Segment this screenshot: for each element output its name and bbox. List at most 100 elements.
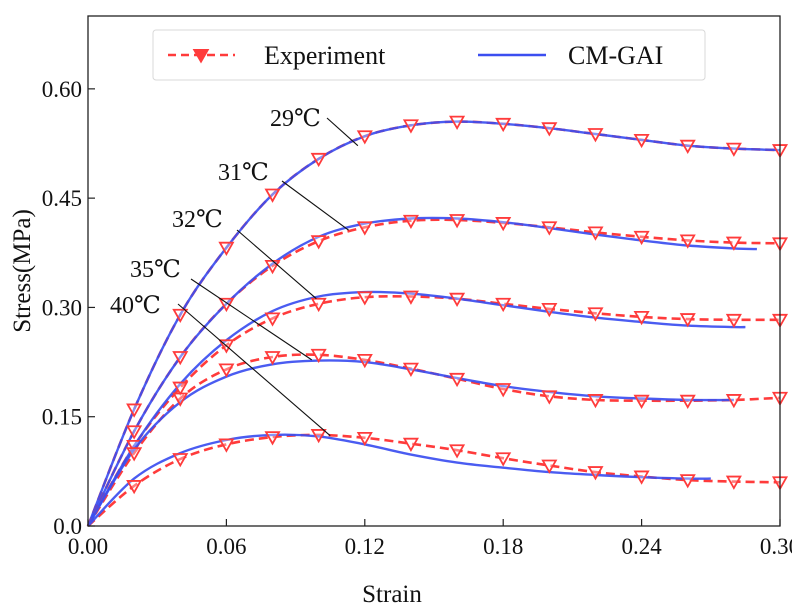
- experiment-point-s3-8: [449, 372, 466, 388]
- experiment-point-s4-8: [449, 444, 466, 459]
- annotation-leader-4: [177, 303, 331, 437]
- plot-lines: [86, 115, 789, 527]
- experiment-point-s1-11: [587, 226, 604, 241]
- x-tick-label-1: 0.06: [206, 534, 246, 559]
- annotation-leader-3: [190, 278, 313, 361]
- experiment-point-s3-2: [172, 392, 189, 407]
- experiment-point-s4-10: [541, 459, 558, 474]
- model-line-series-0: [86, 120, 781, 527]
- model-line-series-4: [87, 433, 711, 527]
- x-tick-labels: 0.00 0.06 0.12 0.18 0.24 0.30: [68, 534, 792, 559]
- experiment-point-s0-12: [633, 133, 650, 149]
- annotation-labels: 29℃ 31℃ 32℃ 35℃ 40℃: [110, 106, 321, 319]
- x-tick-label-2: 0.12: [345, 534, 385, 559]
- legend-experiment-label: Experiment: [264, 41, 386, 70]
- experiment-point-s4-4: [264, 431, 281, 446]
- annotation-label-0: 29℃: [270, 106, 321, 132]
- experiment-point-s3-6: [356, 353, 373, 369]
- experiment-point-s2-10: [541, 302, 558, 318]
- experiment-point-s3-13: [679, 394, 696, 410]
- experiment-point-s3-5: [310, 348, 327, 364]
- experiment-point-s1-14: [725, 236, 742, 251]
- x-tick-label-0: 0.00: [68, 534, 108, 559]
- experiment-point-s2-2: [172, 381, 189, 396]
- experiment-line-series-2: [86, 295, 781, 527]
- annotation-label-1: 31℃: [218, 160, 269, 186]
- experiment-point-s0-2: [172, 308, 189, 324]
- experiment-point-s4-12: [633, 470, 650, 485]
- experiment-point-s4-1: [126, 480, 143, 495]
- experiment-point-s0-7: [402, 119, 419, 134]
- experiment-point-s3-1: [126, 447, 143, 462]
- legend-model-label: CM-GAI: [568, 41, 663, 70]
- experiment-point-s1-8: [449, 214, 466, 229]
- y-tick-label-1: 0.15: [42, 405, 82, 430]
- experiment-point-s2-7: [402, 290, 419, 305]
- x-tick-label-4: 0.24: [621, 534, 662, 559]
- y-tick-label-3: 0.45: [42, 186, 82, 211]
- plot-frame: [87, 15, 781, 527]
- annotation-label-2: 32℃: [172, 207, 223, 233]
- experiment-point-s1-5: [310, 235, 327, 250]
- experiment-line-series-1: [86, 218, 781, 527]
- legend: Experiment CM-GAI: [152, 29, 706, 81]
- experiment-point-s3-10: [541, 390, 558, 405]
- experiment-point-s0-8: [449, 115, 466, 130]
- experiment-point-s3-7: [402, 362, 419, 377]
- experiment-point-s0-10: [541, 122, 558, 137]
- experiment-point-s3-11: [587, 394, 604, 409]
- y-tick-label-4: 0.60: [42, 77, 82, 102]
- experiment-point-s2-11: [587, 307, 604, 322]
- y-tick-label-0: 0.0: [53, 514, 82, 539]
- annotation-label-4: 40℃: [110, 293, 161, 319]
- experiment-point-s3-14: [725, 394, 742, 409]
- y-tick-labels: 0.0 0.15 0.30 0.45 0.60: [42, 77, 82, 539]
- experiment-point-s1-7: [402, 214, 419, 230]
- experiment-point-s0-4: [264, 188, 281, 203]
- experiment-point-s3-9: [495, 383, 512, 398]
- annotation-leader-0: [326, 117, 359, 147]
- experiment-point-s1-12: [633, 230, 650, 246]
- experiment-point-s2-8: [449, 292, 466, 308]
- x-tick-label-3: 0.18: [483, 534, 523, 559]
- y-tick-label-2: 0.30: [42, 295, 82, 320]
- experiment-point-s0-9: [495, 117, 512, 133]
- experiment-point-s4-6: [356, 431, 373, 447]
- experiment-point-s0-5: [310, 152, 327, 168]
- annotation-label-3: 35℃: [130, 257, 181, 283]
- experiment-line-series-3: [86, 353, 781, 527]
- experiment-point-s2-4: [264, 312, 281, 327]
- experiment-point-s0-13: [679, 139, 696, 155]
- experiment-point-s4-7: [402, 437, 419, 453]
- experiment-point-s1-2: [172, 351, 189, 366]
- experiment-point-s0-1: [126, 403, 143, 418]
- experiment-point-s3-4: [264, 351, 281, 366]
- experiment-point-s2-9: [495, 297, 512, 313]
- experiment-point-s1-13: [679, 234, 696, 249]
- legend-box: [152, 29, 706, 81]
- experiment-point-s2-6: [356, 291, 373, 306]
- annotation-leader-2: [236, 229, 317, 300]
- experiment-point-s1-10: [541, 221, 558, 236]
- experiment-point-s4-9: [495, 452, 512, 467]
- experiment-point-s1-6: [356, 221, 373, 236]
- experiment-point-s0-14: [725, 142, 742, 157]
- experiment-point-s0-3: [218, 241, 235, 257]
- experiment-point-s0-6: [356, 130, 373, 145]
- experiment-point-s2-12: [633, 311, 650, 326]
- experiment-point-s3-3: [218, 363, 235, 378]
- experiment-point-s1-1: [126, 425, 143, 440]
- model-line-series-2: [86, 290, 746, 527]
- x-tick-label-5: 0.30: [760, 534, 792, 559]
- y-axis-title: Stress(MPa): [9, 209, 36, 333]
- annotation-leaders: [177, 117, 359, 437]
- experiment-point-s4-5: [310, 429, 327, 444]
- experiment-point-s4-2: [172, 453, 189, 468]
- experiment-point-s2-5: [310, 297, 327, 313]
- experiment-point-s3-12: [633, 394, 650, 410]
- legend-experiment-marker: [192, 49, 210, 64]
- experiment-point-s4-14: [725, 475, 742, 490]
- experiment-point-s2-14: [725, 313, 742, 329]
- axis-ticks: [87, 88, 781, 527]
- annotation-leader-1: [281, 180, 349, 231]
